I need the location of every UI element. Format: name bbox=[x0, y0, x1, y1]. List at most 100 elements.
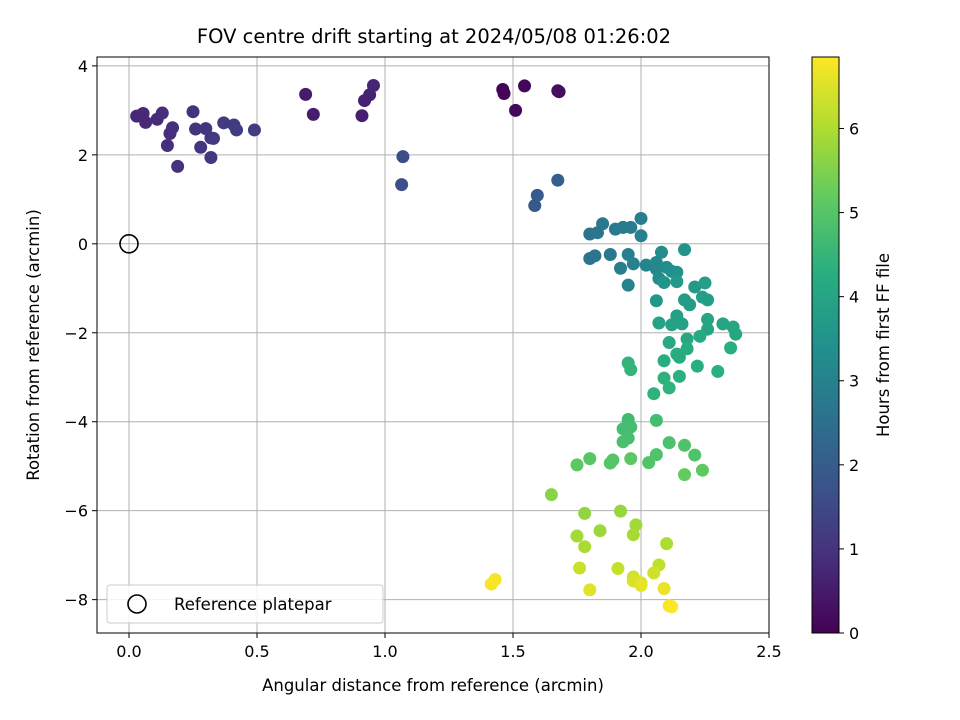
colorbar-tick-label: 6 bbox=[849, 119, 859, 138]
data-point bbox=[518, 79, 532, 93]
data-point bbox=[660, 537, 674, 551]
data-point bbox=[649, 413, 663, 427]
reference-platepar-marker bbox=[119, 234, 139, 254]
data-point bbox=[570, 529, 584, 543]
y-tick-label: −8 bbox=[64, 591, 88, 610]
data-point bbox=[672, 350, 686, 364]
colorbar: 0 1 2 3 4 5 6 Hours from first FF file bbox=[811, 56, 893, 643]
data-point bbox=[695, 463, 709, 477]
data-point bbox=[672, 369, 686, 383]
data-point bbox=[652, 316, 666, 330]
data-point bbox=[573, 561, 587, 575]
data-point bbox=[189, 122, 203, 136]
data-point bbox=[204, 151, 218, 165]
data-point bbox=[551, 84, 565, 98]
data-point bbox=[711, 364, 725, 378]
y-tick-label: −6 bbox=[64, 502, 88, 521]
data-point bbox=[603, 247, 617, 261]
data-point bbox=[634, 211, 648, 225]
data-point bbox=[578, 540, 592, 554]
y-tick-label: 2 bbox=[78, 146, 88, 165]
data-point bbox=[497, 86, 511, 100]
data-point bbox=[678, 293, 692, 307]
data-point bbox=[596, 217, 610, 231]
data-point bbox=[160, 139, 174, 153]
data-point bbox=[647, 566, 661, 580]
x-tick-label: 0.5 bbox=[244, 642, 269, 661]
data-point bbox=[616, 435, 630, 449]
data-point bbox=[551, 173, 565, 187]
colorbar-gradient bbox=[811, 56, 840, 634]
data-point bbox=[654, 245, 668, 259]
data-point bbox=[626, 257, 640, 271]
plot-area: 0.0 0.5 1.0 1.5 2.0 2.5 −8 −6 −4 −2 0 2 4 bbox=[64, 56, 782, 661]
grid-lines bbox=[97, 57, 770, 633]
data-point bbox=[247, 123, 261, 137]
data-point bbox=[688, 280, 702, 294]
colorbar-ticks: 0 1 2 3 4 5 6 bbox=[839, 119, 859, 643]
data-point bbox=[624, 420, 638, 434]
data-point bbox=[355, 109, 369, 123]
data-point bbox=[624, 220, 638, 234]
data-point bbox=[588, 249, 602, 263]
x-tick-label: 2.5 bbox=[756, 642, 781, 661]
data-point bbox=[621, 278, 635, 292]
data-point bbox=[509, 103, 523, 117]
data-point bbox=[583, 583, 597, 597]
data-point bbox=[647, 387, 661, 401]
data-point bbox=[665, 600, 679, 614]
data-point bbox=[624, 363, 638, 377]
data-point bbox=[626, 528, 640, 542]
data-point bbox=[724, 341, 738, 355]
legend: Reference platepar bbox=[106, 584, 384, 624]
data-point bbox=[155, 106, 169, 120]
data-point bbox=[593, 524, 607, 538]
data-point bbox=[670, 275, 684, 289]
data-point bbox=[634, 229, 648, 243]
data-point bbox=[171, 159, 185, 173]
data-point bbox=[166, 121, 180, 135]
colorbar-tick-label: 5 bbox=[849, 204, 859, 223]
data-point bbox=[657, 354, 671, 368]
data-point bbox=[194, 140, 208, 154]
colorbar-tick-label: 1 bbox=[849, 540, 859, 559]
x-axis-ticks: 0.0 0.5 1.0 1.5 2.0 2.5 bbox=[116, 633, 782, 661]
legend-open-circle-marker bbox=[127, 594, 147, 614]
data-point bbox=[230, 123, 244, 137]
legend-label: Reference platepar bbox=[174, 595, 332, 614]
data-point bbox=[139, 115, 153, 129]
data-point bbox=[570, 458, 584, 472]
data-point bbox=[649, 255, 663, 269]
data-point bbox=[662, 436, 676, 450]
data-point bbox=[603, 456, 617, 470]
legend-box bbox=[106, 584, 384, 624]
colorbar-tick-label: 3 bbox=[849, 372, 859, 391]
x-tick-label: 0.0 bbox=[116, 642, 141, 661]
data-point bbox=[678, 468, 692, 482]
colorbar-label: Hours from first FF file bbox=[874, 253, 893, 437]
data-point bbox=[657, 371, 671, 385]
data-point bbox=[670, 265, 684, 279]
data-point bbox=[680, 332, 694, 346]
y-tick-label: −2 bbox=[64, 324, 88, 343]
data-point bbox=[657, 276, 671, 290]
data-point bbox=[662, 381, 676, 395]
data-point bbox=[629, 518, 643, 532]
x-axis-label: Angular distance from reference (arcmin) bbox=[262, 676, 604, 695]
data-point bbox=[544, 488, 558, 502]
data-point bbox=[662, 336, 676, 350]
colorbar-tick-label: 0 bbox=[849, 624, 859, 643]
colorbar-tick-label: 4 bbox=[849, 288, 859, 307]
data-point bbox=[395, 178, 409, 192]
data-point bbox=[299, 87, 313, 101]
data-point bbox=[678, 438, 692, 452]
data-point bbox=[665, 318, 679, 332]
data-point bbox=[396, 150, 410, 164]
data-point bbox=[680, 342, 694, 356]
data-point bbox=[678, 243, 692, 257]
data-point bbox=[688, 448, 702, 462]
plot-frame bbox=[96, 56, 770, 634]
data-point bbox=[657, 582, 671, 596]
data-point bbox=[701, 312, 715, 326]
